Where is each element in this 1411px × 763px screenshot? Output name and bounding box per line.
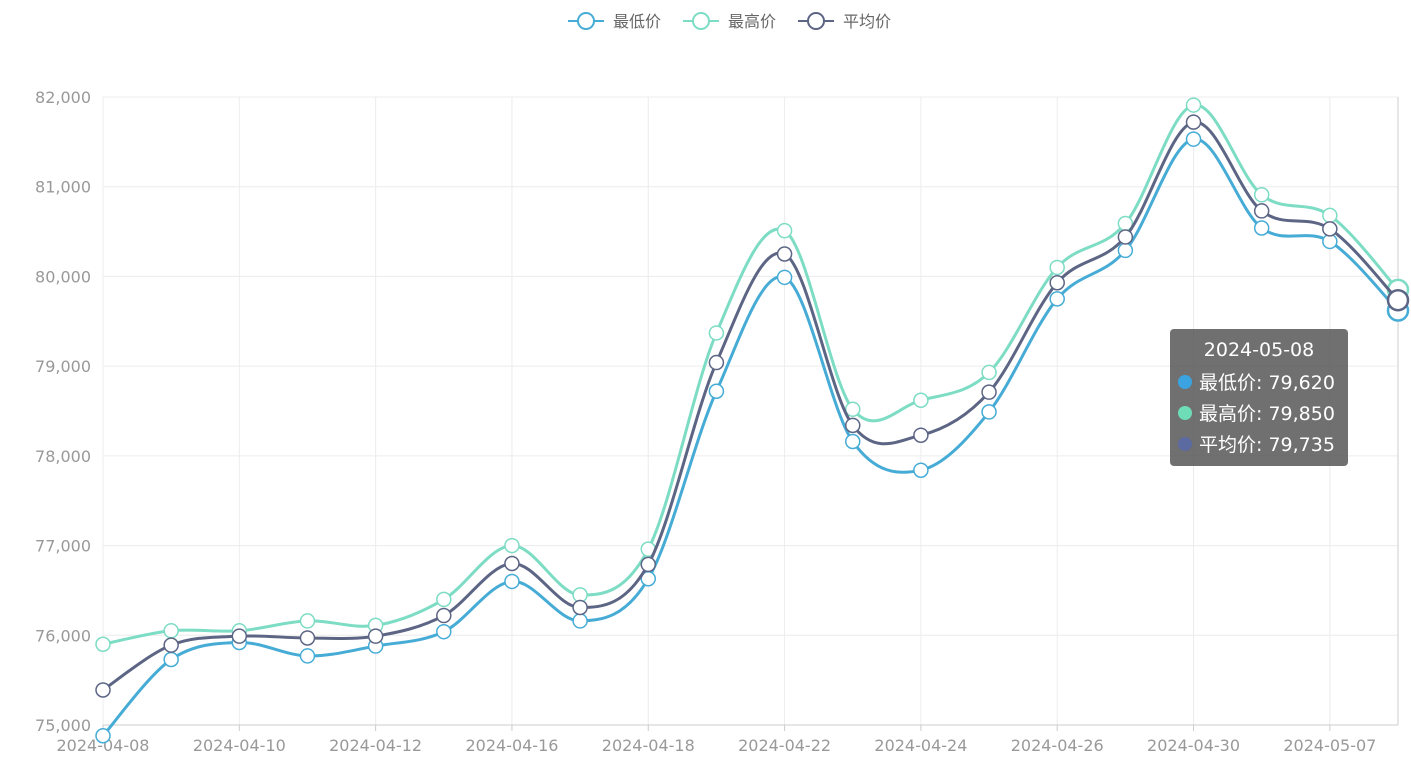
legend[interactable]: 最低价 最高价 平均价 bbox=[568, 12, 891, 31]
y-tick-label: 80,000 bbox=[35, 267, 91, 286]
tooltip-value-max: 最高价: 79,850 bbox=[1199, 403, 1335, 425]
data-point bbox=[504, 555, 520, 572]
data-point bbox=[844, 401, 861, 417]
legend-min-price[interactable]: 最低价 bbox=[568, 12, 661, 31]
data-point bbox=[163, 623, 179, 639]
legend-max-price[interactable]: 最高价 bbox=[683, 12, 776, 31]
data-point bbox=[95, 636, 111, 653]
data-point bbox=[1322, 207, 1338, 224]
x-tick-label: 2024-04-30 bbox=[1147, 736, 1240, 755]
data-point bbox=[1117, 229, 1134, 245]
data-point bbox=[299, 630, 316, 646]
data-point bbox=[367, 628, 384, 644]
y-tick-label: 77,000 bbox=[35, 537, 91, 556]
x-tick-label: 2024-04-24 bbox=[874, 736, 967, 755]
data-point bbox=[1185, 114, 1202, 130]
data-point bbox=[981, 384, 997, 400]
data-point bbox=[504, 537, 520, 554]
data-point bbox=[913, 427, 929, 443]
tooltip-row-max: 最高价: 79,850 bbox=[1178, 397, 1340, 428]
data-point bbox=[708, 354, 725, 371]
tooltip-dot-avg bbox=[1178, 436, 1192, 451]
data-point bbox=[163, 651, 179, 668]
legend-marker bbox=[692, 12, 710, 30]
x-tick-label: 2024-04-12 bbox=[329, 736, 422, 755]
y-tick-label: 81,000 bbox=[35, 178, 91, 197]
data-point bbox=[95, 682, 111, 698]
data-point bbox=[913, 392, 929, 408]
data-point bbox=[844, 433, 861, 450]
y-tick-label: 78,000 bbox=[35, 447, 91, 466]
series-max-price bbox=[95, 97, 1410, 653]
y-tick-label: 75,000 bbox=[35, 716, 91, 735]
data-point bbox=[776, 269, 793, 286]
data-point bbox=[708, 325, 725, 341]
data-point bbox=[1049, 291, 1065, 307]
data-point bbox=[572, 599, 588, 616]
data-point bbox=[1117, 242, 1134, 259]
series-line bbox=[102, 120, 1400, 692]
series-line bbox=[101, 137, 1400, 737]
data-point bbox=[299, 613, 316, 629]
data-point bbox=[776, 246, 793, 262]
x-tick-label: 2024-04-26 bbox=[1011, 736, 1104, 755]
legend-label: 平均价 bbox=[843, 12, 891, 31]
x-tick-label: 2024-04-22 bbox=[738, 736, 831, 755]
data-point bbox=[436, 591, 452, 608]
data-point bbox=[1322, 221, 1338, 237]
axes: 75,000 76,000 77,000 78,000 79,000 80,000 81,0… bbox=[35, 88, 1399, 755]
x-tick-label: 2024-04-18 bbox=[602, 736, 695, 755]
data-point bbox=[708, 383, 725, 400]
data-point bbox=[1049, 259, 1065, 276]
legend-avg-price[interactable]: 平均价 bbox=[798, 12, 891, 31]
data-point bbox=[95, 728, 111, 744]
legend-marker bbox=[807, 12, 825, 30]
legend-label: 最低价 bbox=[613, 12, 661, 31]
data-point bbox=[981, 404, 997, 420]
data-point bbox=[231, 628, 248, 644]
data-point bbox=[504, 573, 520, 590]
y-tick-label: 79,000 bbox=[35, 357, 91, 376]
y-tick-label: 76,000 bbox=[35, 626, 91, 645]
data-point bbox=[1253, 203, 1270, 219]
tooltip-title: 2024-05-08 bbox=[1203, 339, 1315, 361]
x-tick-label: 2024-04-10 bbox=[193, 736, 286, 755]
series-lines bbox=[95, 97, 1410, 744]
legend-marker bbox=[577, 12, 595, 30]
data-point bbox=[1185, 97, 1202, 113]
data-point bbox=[640, 556, 657, 573]
data-point bbox=[981, 364, 997, 381]
tooltip-value-avg: 平均价: 79,735 bbox=[1199, 434, 1335, 456]
tooltip-dot-max bbox=[1178, 405, 1192, 420]
tooltip-row-min: 最低价: 79,620 bbox=[1178, 366, 1340, 397]
tooltip-dot-min bbox=[1178, 374, 1192, 389]
data-point bbox=[844, 417, 861, 434]
tooltip-row-avg: 平均价: 79,735 bbox=[1178, 428, 1340, 459]
data-point bbox=[913, 462, 929, 478]
data-point bbox=[1185, 131, 1202, 147]
x-tick-label: 2024-05-07 bbox=[1283, 736, 1376, 755]
data-point bbox=[1386, 288, 1410, 312]
data-point bbox=[163, 637, 179, 653]
x-tick-label: 2024-04-08 bbox=[57, 736, 150, 755]
y-tick-label: 82,000 bbox=[35, 88, 91, 107]
tooltip: 2024-05-08 最低价: 79,620 最高价: 79,850 平均价: … bbox=[1170, 329, 1348, 466]
data-point bbox=[572, 613, 588, 629]
tooltip-value-min: 最低价: 79,620 bbox=[1199, 372, 1335, 394]
data-point bbox=[776, 222, 793, 239]
legend-label: 最高价 bbox=[728, 12, 776, 31]
data-point bbox=[1049, 274, 1065, 291]
data-point bbox=[436, 607, 452, 624]
series-min-price bbox=[95, 131, 1410, 744]
data-point bbox=[1253, 220, 1270, 236]
series-avg-price bbox=[95, 114, 1410, 698]
data-point bbox=[436, 623, 452, 640]
data-point bbox=[299, 648, 316, 664]
data-point bbox=[1253, 187, 1270, 203]
x-tick-label: 2024-04-16 bbox=[465, 736, 558, 755]
